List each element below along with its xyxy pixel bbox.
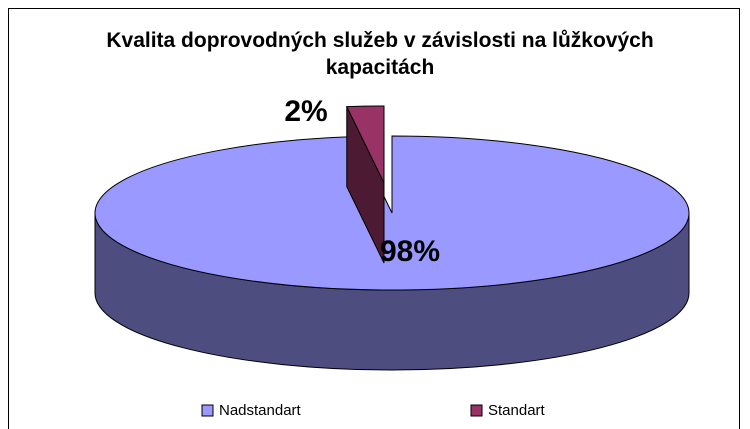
pie-slice [345, 105, 385, 264]
data-label: 2% [284, 95, 327, 128]
legend-swatch [201, 404, 214, 417]
legend: Nadstandart Standart [201, 402, 546, 419]
legend-label: Standart [488, 402, 546, 419]
chart-title: Kvalita doprovodných služeb v závislosti… [106, 29, 654, 79]
legend-swatch [470, 404, 483, 417]
chart-frame [8, 8, 740, 429]
slice-top [345, 105, 385, 184]
data-label: 98% [380, 235, 440, 268]
pie-slice [94, 135, 690, 371]
slice-top [94, 135, 690, 291]
pie: 98% 2% [94, 95, 690, 371]
legend-label: Nadstandart [219, 402, 302, 419]
